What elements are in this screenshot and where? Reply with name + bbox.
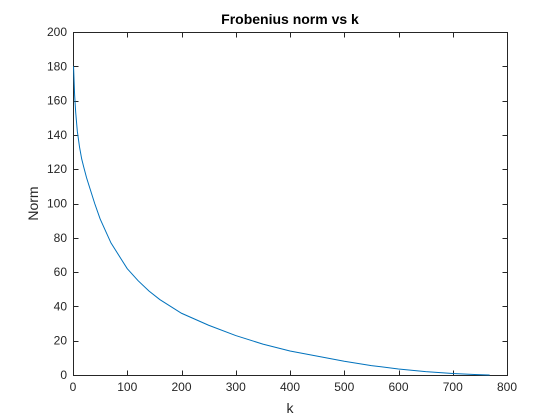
x-tick-label: 0 [70,380,77,394]
y-tick-label: 60 [54,265,68,279]
x-tick-label: 300 [226,380,246,394]
y-tick-label: 100 [47,197,67,211]
x-tick-label: 700 [443,380,463,394]
tick-marks [73,32,508,376]
y-tick-labels: 0 20 40 60 80 100 120 140 160 180 200 [47,25,67,382]
y-tick-label: 160 [47,94,67,108]
x-tick-labels: 0 100 200 300 400 500 600 700 800 [70,380,518,394]
x-tick-label: 800 [497,380,517,394]
y-tick-label: 140 [47,128,67,142]
x-tick-label: 100 [117,380,137,394]
series-line [73,66,490,376]
y-tick-label: 20 [54,334,68,348]
x-tick-label: 400 [280,380,300,394]
x-axis-label: k [287,400,295,416]
y-tick-label: 200 [47,25,67,39]
y-tick-label: 180 [47,59,67,73]
x-tick-label: 600 [388,380,408,394]
plot-area [73,32,508,376]
y-axis-label: Norm [25,186,41,220]
y-tick-label: 0 [60,368,67,382]
x-tick-label: 200 [171,380,191,394]
y-tick-label: 40 [54,299,68,313]
x-tick-label: 500 [334,380,354,394]
y-tick-label: 120 [47,162,67,176]
y-tick-label: 80 [54,231,68,245]
chart-title: Frobenius norm vs k [221,11,359,27]
